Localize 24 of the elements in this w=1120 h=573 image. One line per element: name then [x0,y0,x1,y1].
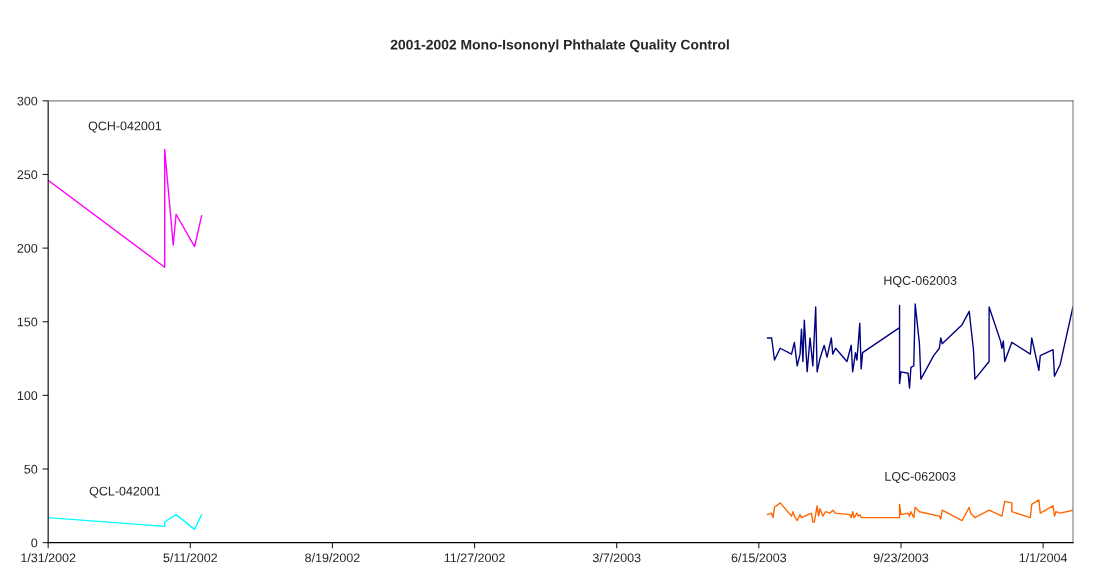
line-series [48,513,203,531]
x-tick-label: 11/27/2002 [444,553,505,563]
line-series [766,303,1073,389]
y-tick-label: 150 [17,317,38,327]
y-tick-label: 0 [31,538,38,548]
series-label: QCH-042001 [88,121,162,133]
series-label: QCL-042001 [89,486,161,498]
x-tick-label: 3/7/2003 [592,553,641,563]
x-tick-label: 5/11/2002 [163,553,218,563]
x-tick-label: 1/1/2004 [1019,553,1068,563]
chart-title: 2001-2002 Mono-Isononyl Phthalate Quality Control [390,39,729,53]
series-label: HQC-062003 [884,276,957,288]
y-tick-label: 50 [24,464,38,474]
y-tick-label: 250 [17,170,38,180]
x-tick-label: 6/15/2003 [731,553,787,563]
y-tick-label: 200 [17,243,38,253]
x-tick-label: 9/23/2003 [873,553,929,563]
line-series [48,148,203,268]
text: LQC-062003 [885,471,956,484]
line-series [766,499,1073,523]
y-tick-label: 100 [17,391,38,401]
x-tick-label: 1/31/2002 [21,553,76,563]
y-tick-label: 300 [17,96,38,106]
x-tick-label: 8/19/2002 [305,553,360,563]
